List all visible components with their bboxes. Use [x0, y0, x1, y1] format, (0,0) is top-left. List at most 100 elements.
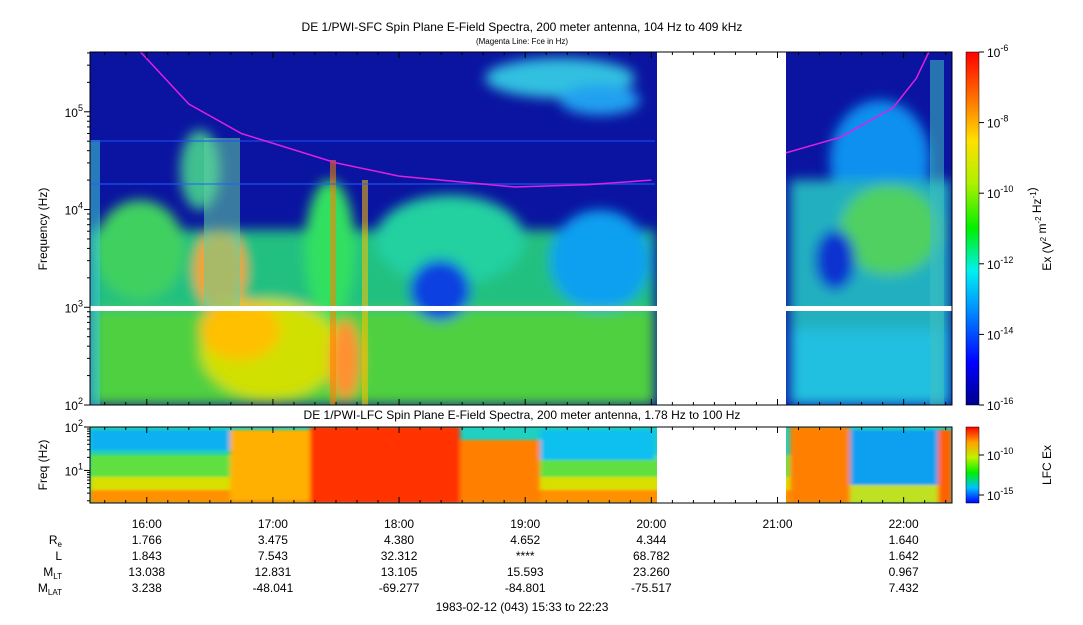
ephemeris-value: 4.380: [384, 533, 414, 547]
sfc-colorbar-tick-label: 10-14: [987, 325, 1013, 342]
x-tick-label: 16:00: [132, 517, 162, 531]
lfc-colorbar-tick-label: 10-15: [987, 486, 1013, 503]
ephemeris-table: Re 1.766 3.475 4.380 4.652 4.344 1.640 L 1.843 7.…: [38, 533, 919, 597]
sfc-hline: [90, 140, 655, 142]
ephemeris-value: -75.517: [631, 581, 672, 595]
lfc-colorbar-tick-label: 10-10: [987, 446, 1013, 463]
sfc-hline: [90, 183, 655, 185]
sfc-blob: [790, 330, 950, 405]
ephemeris-value: 15.593: [507, 565, 544, 579]
sfc-streak: [362, 180, 368, 405]
sfc-colorbar-label: Ex (V2 m-2 Hz-1): [1025, 187, 1054, 270]
sfc-y-axis-label: Frequency (Hz): [36, 188, 50, 271]
sfc-y-tick-label: 105: [65, 103, 83, 120]
lfc-band: [90, 430, 230, 450]
fce-line: [785, 52, 930, 154]
sfc-blob: [410, 260, 470, 320]
ephemeris-value: -48.041: [253, 581, 294, 595]
ephemeris-value: 7.432: [889, 581, 919, 595]
ephemeris-value: 12.831: [255, 565, 292, 579]
sfc-blob: [375, 195, 525, 285]
sfc-data-gap: [657, 52, 786, 405]
ephemeris-value: 23.260: [633, 565, 670, 579]
x-tick-label: 18:00: [384, 517, 414, 531]
sfc-plot-area: [90, 52, 952, 405]
lfc-title: DE 1/PWI-LFC Spin Plane E-Field Spectra,…: [304, 408, 741, 422]
ephemeris-value: 3.238: [132, 581, 162, 595]
sfc-subtitle: (Magenta Line: Fce in Hz): [476, 37, 568, 46]
sfc-streak: [90, 140, 100, 405]
ephemeris-value: 4.652: [510, 533, 540, 547]
ephemeris-value: 13.105: [381, 565, 418, 579]
lfc-y-axis: 101 102: [65, 418, 90, 502]
lfc-y-tick-label: 101: [65, 461, 83, 478]
ephemeris-value: -84.801: [505, 581, 546, 595]
sfc-blob: [95, 200, 185, 300]
ephemeris-value: ****: [516, 549, 535, 563]
sfc-y-axis: 102 103 104 105: [65, 52, 90, 413]
ephemeris-value: -69.277: [379, 581, 420, 595]
x-axis: 16:00 17:00 18:00 19:00 20:00 21:00 22:00: [104, 52, 947, 531]
lfc-band: [850, 485, 940, 503]
sfc-streak: [930, 60, 944, 405]
ephemeris-value: 1.642: [889, 549, 919, 563]
sfc-streak: [204, 138, 240, 308]
sfc-title: DE 1/PWI-SFC Spin Plane E-Field Spectra,…: [302, 20, 743, 34]
lfc-colorbar: [965, 426, 980, 504]
sfc-colorbar-tick-label: 10-6: [987, 43, 1008, 60]
time-range-footer: 1983-02-12 (043) 15:33 to 22:23: [436, 600, 609, 614]
sfc-blob: [550, 210, 650, 310]
sfc-blob: [200, 300, 280, 360]
sfc-colorbar-tick-label: 10-8: [987, 114, 1008, 131]
sfc-y-tick-label: 102: [65, 396, 83, 413]
sfc-streaks: [90, 60, 944, 405]
lfc-band: [790, 427, 850, 503]
ephemeris-value: 32.312: [381, 549, 418, 563]
ephemeris-value: 7.543: [258, 549, 288, 563]
fce-line: [139, 52, 652, 188]
sfc-y-tick-label: 103: [65, 298, 83, 315]
ephemeris-value: 1.766: [132, 533, 162, 547]
sfc-blob: [330, 320, 360, 400]
ephemeris-value: 1.843: [132, 549, 162, 563]
ephemeris-row-label: MLAT: [38, 581, 62, 597]
sfc-y-tick-label: 104: [65, 201, 83, 218]
sfc-narrowband-lines: [90, 140, 655, 185]
ephemeris-value: 3.475: [258, 533, 288, 547]
sfc-colorbar-tick-label: 10-16: [987, 396, 1013, 413]
lfc-band: [540, 430, 655, 460]
sfc-band-gap: [90, 306, 952, 311]
sfc-colorbar-ticks: 10-6 10-8 10-10 10-12 10-14 10-16: [979, 43, 1013, 413]
lfc-frame: [89, 426, 953, 504]
sfc-colorbar-tick-label: 10-12: [987, 255, 1013, 272]
sfc-blob: [840, 185, 940, 275]
lfc-plot-area: [90, 427, 952, 503]
lfc-colorbar-label: LFC Ex: [1040, 445, 1054, 485]
ephemeris-value: 68.782: [633, 549, 670, 563]
lfc-band: [310, 427, 460, 503]
x-tick-label: 19:00: [510, 517, 540, 531]
x-tick-label: 22:00: [889, 517, 919, 531]
lfc-y-axis-label: Freq (Hz): [36, 440, 50, 491]
lfc-band: [938, 430, 952, 503]
x-tick-label: 21:00: [762, 517, 792, 531]
lfc-band: [230, 430, 310, 500]
sfc-blob: [95, 310, 655, 405]
x-tick-label: 20:00: [636, 517, 666, 531]
sfc-blob: [815, 230, 855, 290]
lfc-colorbar-ticks: 10-10 10-15: [979, 446, 1013, 503]
lfc-data-gap: [657, 427, 786, 503]
ephemeris-row-label: L: [55, 549, 62, 563]
lfc-y-tick-label: 102: [65, 418, 83, 435]
ephemeris-value: 13.038: [128, 565, 165, 579]
ephemeris-value: 4.344: [636, 533, 666, 547]
lfc-band: [850, 430, 940, 485]
ephemeris-row-label: MLT: [43, 565, 62, 581]
lfc-band: [460, 440, 540, 503]
fce-line-layer: [139, 52, 930, 188]
x-tick-label: 17:00: [258, 517, 288, 531]
sfc-colorbar: [965, 51, 980, 406]
sfc-colorbar-tick-label: 10-10: [987, 184, 1013, 201]
sfc-streak: [330, 160, 336, 405]
